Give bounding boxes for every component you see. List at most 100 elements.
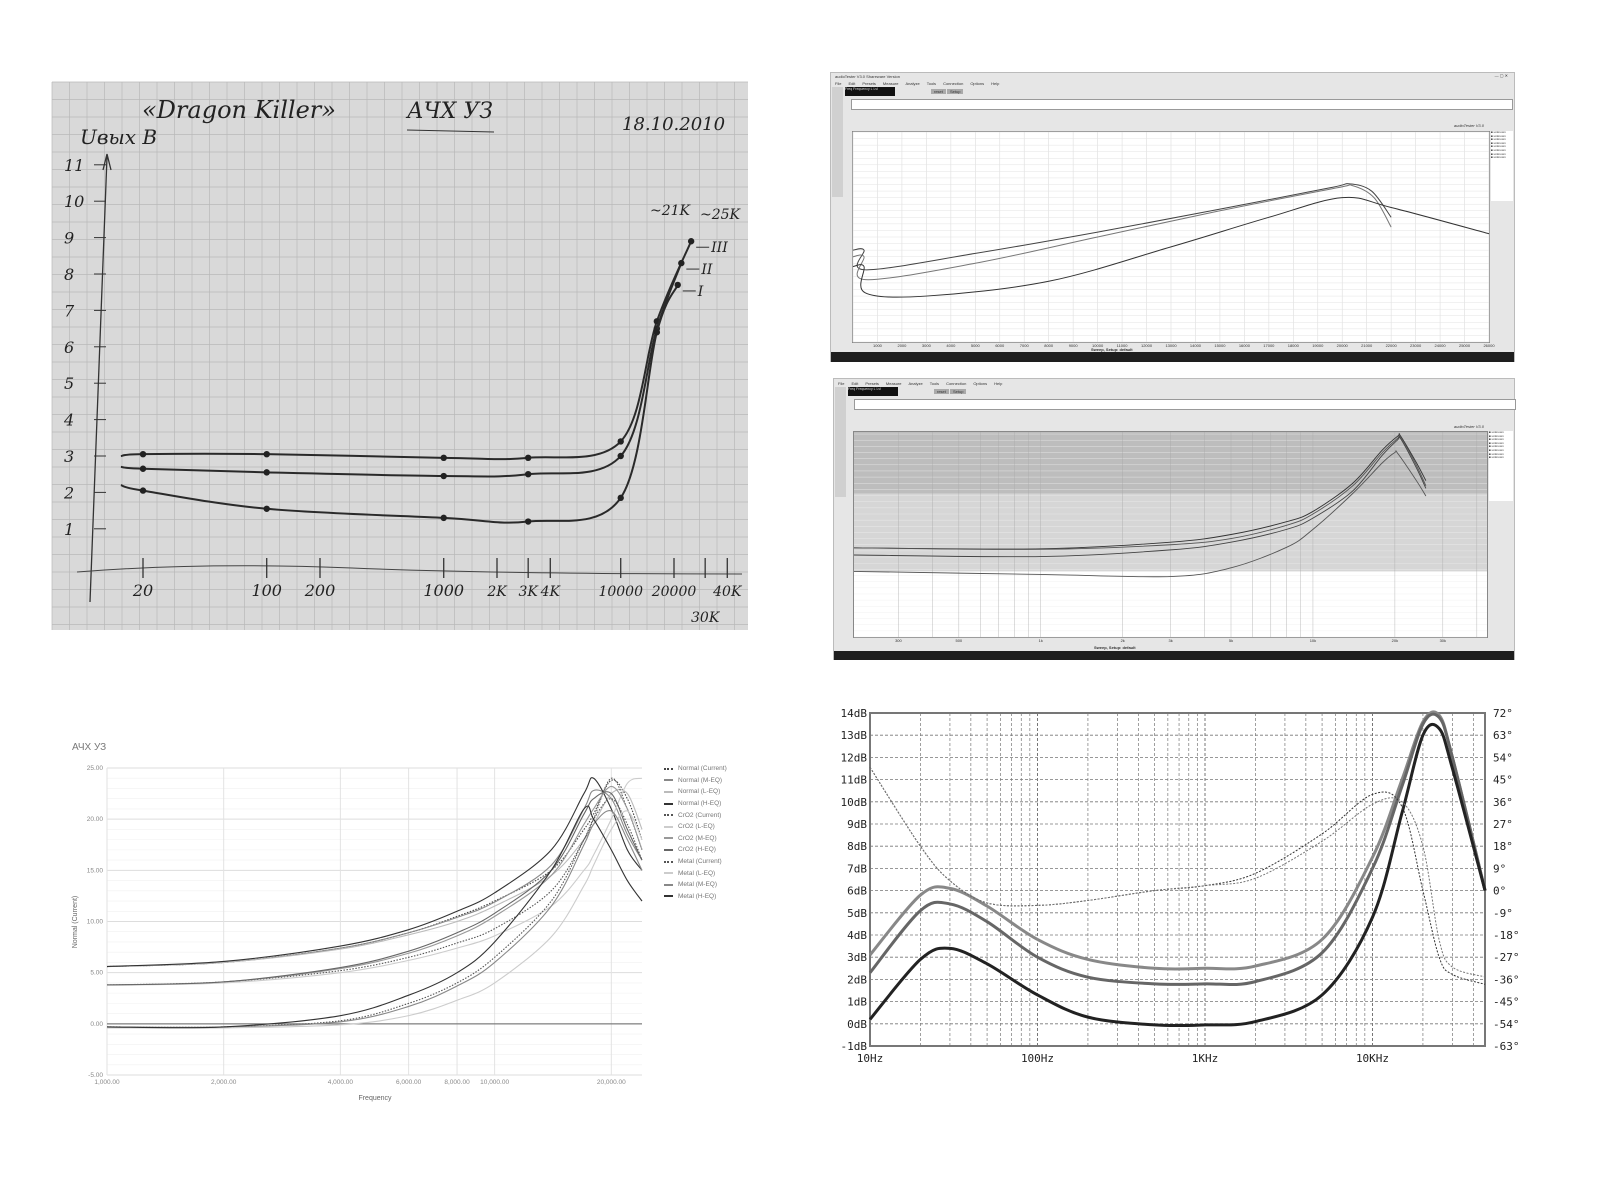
y-tick-label: 5	[64, 374, 74, 393]
series-line	[852, 183, 1392, 281]
legend-item[interactable]: ■ unknown	[1491, 130, 1513, 135]
x-tick-label: 6000	[995, 343, 1005, 348]
legend-swatch	[664, 767, 673, 770]
trace-legend[interactable]: ■ unknown ■ unknown ■ unknown ■ unknown ■ un…	[1489, 430, 1513, 501]
series-line	[853, 434, 1427, 550]
menu-item[interactable]: File	[838, 381, 845, 386]
y2-tick-label: 27°	[1493, 818, 1513, 831]
series-label: III	[710, 240, 728, 256]
menu-item[interactable]: Edit	[851, 381, 859, 386]
trace-color-icon: ■	[1489, 430, 1492, 434]
menu-item[interactable]: Tools	[926, 81, 937, 86]
menu-item[interactable]: Help	[994, 381, 1003, 386]
legend-item[interactable]: ■ unknown	[1491, 147, 1513, 153]
legend-swatch	[664, 837, 673, 840]
legend-item[interactable]: ■ unknown	[1489, 448, 1513, 453]
magnitude-line	[868, 712, 1487, 987]
menu-item[interactable]: Help	[991, 81, 1000, 86]
plot-frame	[869, 712, 1486, 1047]
legend-item[interactable]: Metal (M-EQ)	[664, 879, 727, 891]
y-tick-label: 4dB	[847, 929, 867, 942]
window-controls[interactable]: — ▢ ✕	[1494, 73, 1508, 78]
legend-swatch	[664, 825, 673, 828]
x-tick-label: 5000	[971, 343, 981, 348]
menu-item[interactable]: Analyze	[908, 381, 923, 386]
legend-label: unknown	[1493, 147, 1506, 152]
y2-tick-label: -27°	[1493, 951, 1520, 964]
y-tick-label: 3dB	[847, 951, 867, 964]
reset-button[interactable]: reset	[931, 89, 946, 94]
menu-item[interactable]: Measure	[885, 381, 902, 386]
y-tick-label: 15.00	[87, 867, 104, 874]
setup-button[interactable]: Setup	[950, 389, 967, 394]
series-line	[852, 183, 1392, 271]
legend-item[interactable]: ■ unknown	[1489, 430, 1513, 435]
legend-item[interactable]: ■ unknown	[1489, 440, 1513, 446]
menu-item[interactable]: Edit	[848, 81, 856, 86]
legend-item[interactable]: ■ unknown	[1489, 455, 1513, 460]
y-tick-label: 8dB	[847, 840, 867, 853]
y-tick-label: 8	[64, 265, 74, 284]
x-tick-label: 6,000.00	[396, 1079, 422, 1086]
legend-item[interactable]: ■ unknown	[1491, 141, 1513, 146]
data-point	[440, 472, 447, 480]
legend-label: Normal (Current)	[678, 765, 727, 773]
data-point	[617, 438, 624, 445]
legend-item[interactable]: ■ unknown	[1491, 152, 1513, 157]
tool-palette[interactable]	[835, 387, 846, 497]
y-tick-label: 11	[64, 156, 84, 175]
taskbar[interactable]	[834, 651, 1514, 660]
legend-item[interactable]: CrO2 (L-EQ)	[664, 821, 727, 833]
tool-palette[interactable]	[832, 87, 843, 197]
legend-label: unknown	[1491, 455, 1504, 460]
legend-item[interactable]: ■ unknown	[1491, 133, 1513, 139]
menu-item[interactable]: Presets	[862, 81, 876, 86]
legend-item[interactable]: ■ unknown	[1489, 434, 1513, 439]
y-tick-label: 12dB	[841, 751, 868, 764]
series-line	[852, 196, 1490, 298]
legend-item[interactable]: Metal (H-EQ)	[664, 891, 727, 903]
legend-swatch	[664, 814, 673, 817]
data-point	[617, 494, 624, 502]
y2-tick-label: 0°	[1493, 885, 1506, 898]
series-line	[106, 779, 643, 968]
trace-legend[interactable]: ■ unknown ■ unknown ■ unknown ■ unknown ■ un…	[1491, 130, 1513, 201]
y-tick-label: -1dB	[841, 1040, 868, 1053]
menu-item[interactable]: Options	[970, 81, 985, 86]
legend-item[interactable]: Normal (M-EQ)	[664, 775, 727, 787]
legend-item[interactable]: CrO2 (H-EQ)	[664, 844, 727, 856]
legend-item[interactable]: Normal (H-EQ)	[664, 798, 727, 810]
legend-item[interactable]: ■ unknown	[1489, 437, 1513, 442]
legend-item[interactable]: CrO2 (M-EQ)	[664, 833, 727, 845]
series-label: I	[697, 284, 704, 300]
legend-item[interactable]: ■ unknown	[1491, 137, 1513, 142]
legend-item[interactable]: ■ unknown	[1489, 452, 1513, 457]
legend-item[interactable]: ■ unknown	[1491, 155, 1513, 160]
trace-color-icon: ■	[1489, 440, 1492, 445]
legend-item[interactable]: Metal (Current)	[664, 856, 727, 868]
trace-color-icon: ■	[1491, 133, 1494, 138]
x-tick-label: 500	[955, 638, 962, 643]
legend-item[interactable]: ■ unknown	[1491, 145, 1513, 149]
menu-item[interactable]: Options	[973, 381, 988, 386]
x-tick-label: 1,000.00	[94, 1079, 120, 1086]
legend-item[interactable]: Normal (Current)	[664, 763, 727, 775]
menu-item[interactable]: Measure	[882, 81, 899, 86]
y2-tick-label: -18°	[1493, 929, 1520, 942]
menu-item[interactable]: File	[835, 81, 842, 86]
taskbar[interactable]	[831, 352, 1514, 362]
y-axis-label: Uвых B	[80, 125, 157, 149]
legend-item[interactable]: Metal (L-EQ)	[664, 867, 727, 879]
legend-item[interactable]: Normal (L-EQ)	[664, 786, 727, 798]
menu-item[interactable]: Presets	[865, 381, 879, 386]
legend-item[interactable]: CrO2 (Current)	[664, 809, 727, 821]
menu-item[interactable]: Analyze	[905, 81, 920, 86]
menu-item[interactable]: Connection	[946, 381, 967, 386]
legend-swatch	[664, 802, 673, 805]
menu-item[interactable]: Tools	[929, 381, 940, 386]
y2-tick-label: 18°	[1493, 840, 1513, 853]
setup-button[interactable]: Setup	[947, 89, 964, 94]
legend-item[interactable]: ■ unknown	[1489, 445, 1513, 449]
reset-button[interactable]: reset	[934, 389, 949, 394]
menu-item[interactable]: Connection	[943, 81, 964, 86]
